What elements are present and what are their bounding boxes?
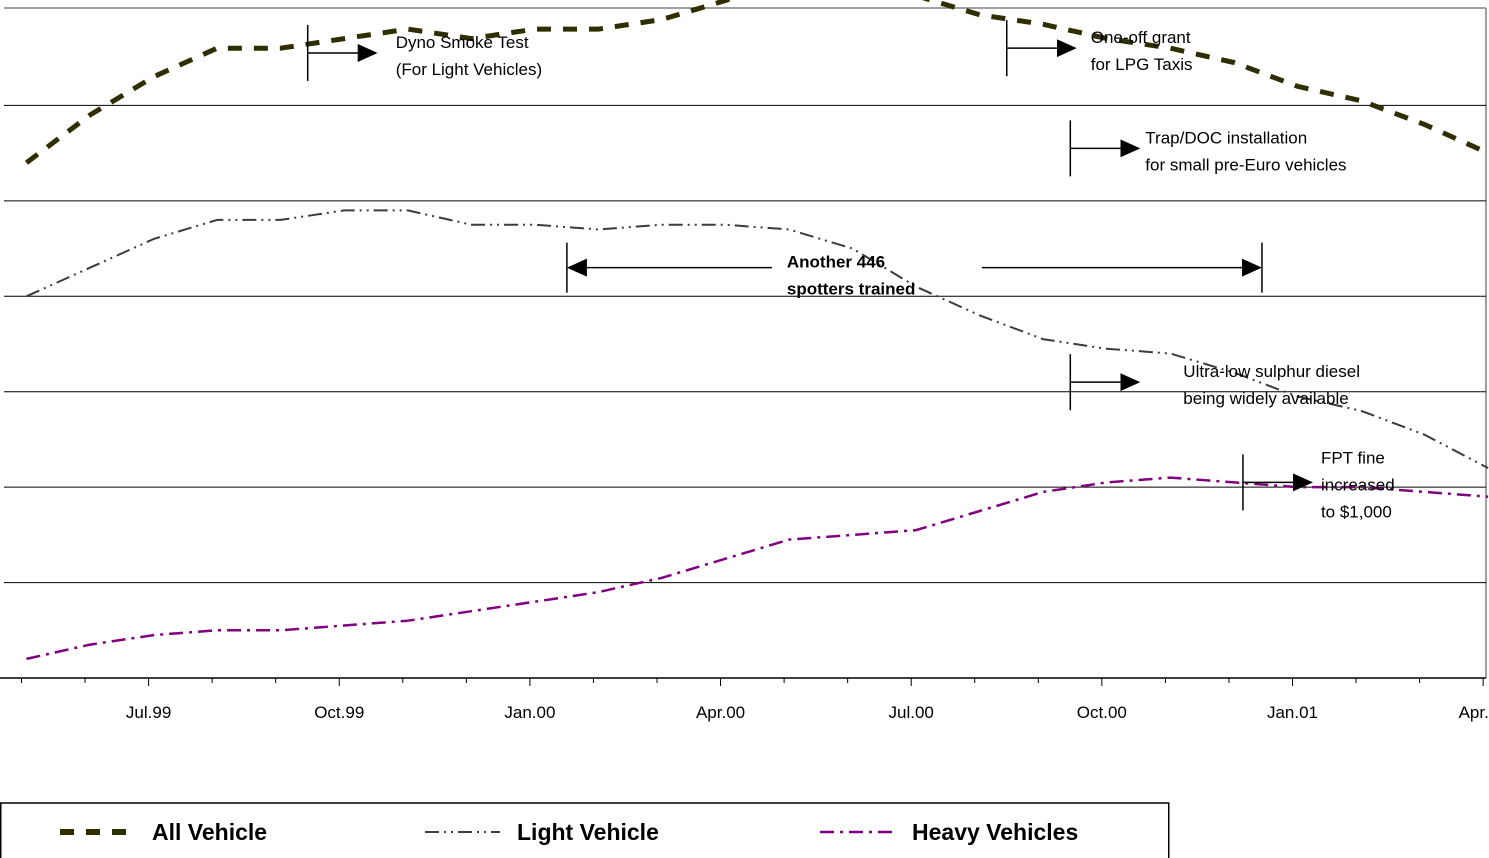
- x-tick-label: Jul.99: [126, 703, 171, 722]
- annotation-text: FPT fine: [1321, 448, 1385, 467]
- series-line-light-vehicle: [26, 209, 1489, 469]
- x-tick-label: Oct.99: [314, 703, 364, 722]
- x-axis: Jul.99 Oct.99 Jan.00 Apr.00 Jul.00 Oct.00 Jan.…: [0, 677, 1489, 722]
- annotation-text: increased: [1321, 475, 1395, 494]
- annotation-text: for small pre-Euro vehicles: [1145, 155, 1346, 174]
- annotation-text: being widely available: [1183, 389, 1348, 408]
- annotation: Trap/DOC installation for small pre-Euro …: [1069, 120, 1347, 177]
- annotation-text: Trap/DOC installation: [1145, 128, 1307, 147]
- annotation-text: spotters trained: [787, 280, 915, 299]
- annotation-text: Another 446: [787, 253, 885, 272]
- annotation-text: for LPG Taxis: [1091, 55, 1193, 74]
- legend-label-all-vehicle: All Vehicle: [152, 819, 267, 845]
- series-layer: [24, 0, 1489, 661]
- annotation-text: Dyno Smoke Test: [396, 33, 529, 52]
- annotation-text: (For Light Vehicles): [396, 60, 542, 79]
- legend-box: [0, 802, 1170, 858]
- annotation: Another 446 spotters trained: [566, 242, 1263, 299]
- legend: All Vehicle Light Vehicle Heavy Vehicles: [0, 802, 1170, 858]
- annotation: Ultra-low sulphur diesel being widely ava…: [1069, 354, 1360, 411]
- legend-label-heavy-vehicles: Heavy Vehicles: [912, 819, 1078, 845]
- annotation-text: One-off grant: [1091, 28, 1191, 47]
- x-tick-label: Jan.00: [504, 703, 555, 722]
- annotation-layer: Dyno Smoke Test (For Light Vehicles) One-o…: [306, 20, 1395, 521]
- x-tick-label: Apr.01: [1459, 703, 1489, 722]
- annotation-text: to $1,000: [1321, 502, 1392, 521]
- plot-area: [4, 7, 1487, 678]
- annotation: Dyno Smoke Test (For Light Vehicles): [306, 24, 542, 81]
- legend-label-light-vehicle: Light Vehicle: [517, 819, 659, 845]
- x-tick-label: Oct.00: [1077, 703, 1127, 722]
- series-line-heavy-vehicles: [26, 476, 1489, 661]
- x-tick-label: Jul.00: [889, 703, 934, 722]
- gridlines: [4, 104, 1486, 584]
- x-tick-label: Jan.01: [1267, 703, 1318, 722]
- annotation: FPT fine increased to $1,000: [1242, 448, 1395, 521]
- annotation: One-off grant for LPG Taxis: [1006, 20, 1193, 77]
- annotation-text: Ultra-low sulphur diesel: [1183, 362, 1360, 381]
- x-tick-label: Apr.00: [696, 703, 745, 722]
